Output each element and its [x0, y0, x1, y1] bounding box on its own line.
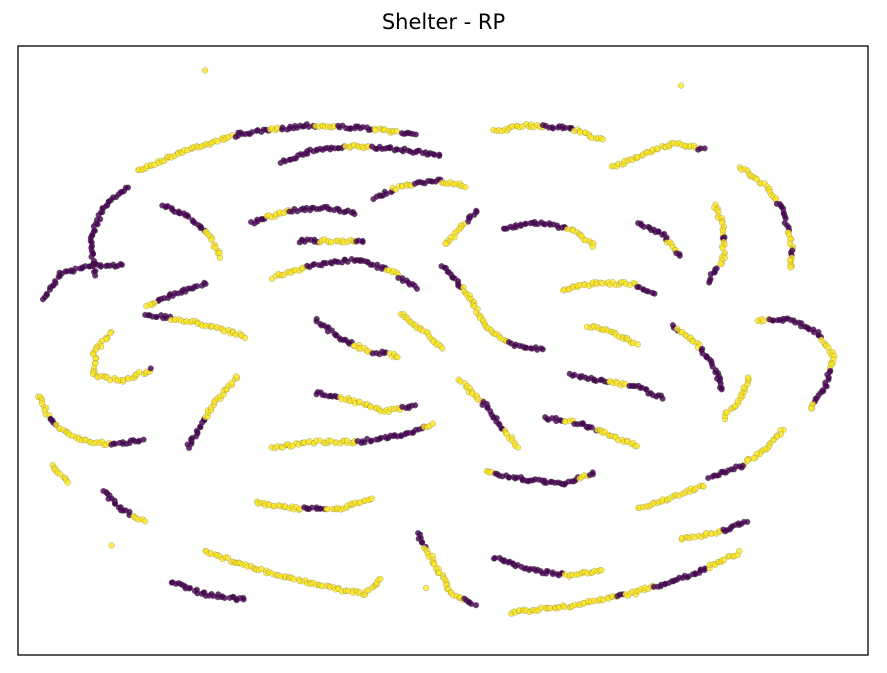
scatter-point-1077 — [700, 483, 707, 490]
scatter-point-1230 — [418, 539, 426, 546]
scatter-point-496 — [53, 421, 60, 428]
scatter-point-770 — [394, 354, 401, 361]
scatter-point-1672 — [588, 424, 595, 431]
scatter-point-533 — [140, 436, 147, 443]
scatter-point-1171 — [720, 556, 728, 563]
scatter-point-1692 — [633, 442, 640, 450]
scatter-point-445 — [43, 290, 50, 298]
scatter-point-1367 — [377, 575, 384, 583]
scatter-point-313 — [599, 136, 606, 143]
scatter-point-910 — [651, 290, 658, 297]
scatter-point-335 — [654, 145, 661, 152]
scatter-point-950 — [760, 317, 767, 324]
scatter-point-686 — [413, 285, 421, 292]
scatter-point-1948 — [439, 345, 446, 352]
scatter-point-2010 — [240, 596, 247, 603]
scatter-point-1275 — [111, 500, 119, 507]
scatter-point-1604 — [514, 444, 522, 451]
scatter-point-870 — [589, 243, 596, 250]
scatter-point-578 — [107, 330, 114, 337]
scatter-point-1925 — [634, 341, 641, 348]
scatter-point-480 — [118, 261, 126, 269]
scatter-point-1497 — [193, 427, 200, 435]
scatter-point-1977 — [744, 518, 751, 526]
scatter-point-354 — [701, 145, 708, 152]
scatter-point-1732 — [659, 395, 666, 402]
scatter-point-998 — [823, 383, 830, 390]
scatter-point-375 — [772, 195, 780, 202]
scatter-point-1047 — [705, 474, 712, 482]
scatter-point-1898 — [740, 384, 747, 391]
scatter-point-622 — [147, 365, 154, 372]
scatter-point-1418 — [368, 495, 375, 502]
scatter-point-2012 — [677, 82, 685, 89]
scatter-point-183 — [197, 224, 205, 231]
scatter-point-266 — [436, 151, 443, 158]
scatter-point-617 — [135, 368, 143, 376]
scatter-point-441 — [706, 279, 713, 286]
scatter-point-122 — [92, 267, 99, 275]
scatter-point-1177 — [736, 547, 743, 555]
scatter-point-451 — [51, 277, 59, 285]
scatter-point-119 — [412, 131, 419, 138]
scatter-point-1819 — [143, 302, 150, 310]
scatter-point-773 — [441, 264, 448, 271]
scatter-point-1030 — [744, 457, 752, 464]
axes-frame — [17, 45, 869, 656]
scatter-point-840 — [522, 220, 529, 228]
scatter-point-829 — [539, 346, 546, 353]
scatter-point-1224 — [598, 566, 605, 574]
scatter-point-1829 — [64, 479, 71, 486]
scatter-point-1101 — [561, 603, 568, 611]
scatter-point-433 — [717, 260, 724, 267]
scatter-point-364 — [753, 176, 760, 183]
scatter-point-176 — [185, 213, 192, 220]
scatter-points — [35, 67, 838, 617]
scatter-point-1567 — [412, 402, 419, 409]
scatter-point-1009 — [808, 405, 815, 412]
scatter-point-731 — [351, 210, 358, 218]
scatter-point-576 — [241, 334, 249, 341]
scatter-point-472 — [97, 263, 104, 270]
scatter-point-1524 — [233, 373, 240, 380]
scatter-point-405 — [787, 264, 794, 271]
chart-title: Shelter - RP — [381, 10, 506, 34]
scatter-point-1117 — [599, 597, 607, 604]
scatter-point-112 — [393, 127, 400, 135]
scatter-point-1521 — [228, 379, 235, 386]
scatter-point-1772 — [462, 184, 469, 191]
scatter-point-1451 — [343, 437, 351, 444]
scatter-point-1487 — [429, 420, 437, 427]
scatter-point-2013 — [108, 542, 115, 549]
scatter-point-1868 — [655, 228, 662, 235]
scatter-point-1266 — [472, 602, 480, 609]
scatter-point-1885 — [724, 409, 731, 416]
scatter-point-162 — [124, 184, 132, 191]
scatter-point-1544 — [356, 398, 363, 405]
scatter-point-1857 — [359, 238, 366, 246]
scatter-point-1987 — [186, 584, 194, 592]
scatter-point-1651 — [589, 469, 596, 476]
scatter-point-946 — [718, 386, 725, 393]
scatter-point-2014 — [422, 584, 430, 592]
scatter-point-197 — [216, 254, 223, 261]
scatter-point-1549 — [367, 403, 374, 411]
scatter-point-190 — [208, 236, 215, 243]
scatter-point-1881 — [676, 252, 683, 259]
scatter-point-1288 — [141, 518, 149, 525]
scatter-point-1792 — [442, 240, 449, 247]
scatter-point-1902 — [744, 374, 752, 381]
scatter-point-2011 — [201, 67, 209, 74]
